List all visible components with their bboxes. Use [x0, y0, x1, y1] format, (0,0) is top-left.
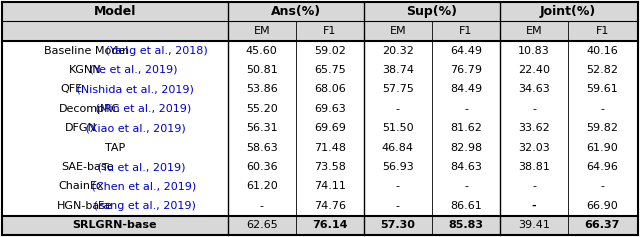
Text: 66.37: 66.37: [584, 220, 620, 230]
Text: -: -: [396, 104, 400, 114]
Text: -: -: [532, 182, 536, 191]
Text: ChainEx (Chen et al., 2019): ChainEx (Chen et al., 2019): [38, 182, 192, 191]
Text: 66.90: 66.90: [586, 201, 618, 211]
Text: 85.83: 85.83: [449, 220, 483, 230]
Text: (Min et al., 2019): (Min et al., 2019): [92, 104, 191, 114]
Text: -: -: [532, 104, 536, 114]
Text: F1: F1: [323, 26, 337, 36]
Text: Baseline Model: Baseline Model: [44, 46, 129, 55]
Text: (Ye et al., 2019): (Ye et al., 2019): [86, 65, 177, 75]
Text: 38.74: 38.74: [382, 65, 414, 75]
Text: 34.63: 34.63: [518, 84, 550, 94]
Text: 84.49: 84.49: [450, 84, 482, 94]
Text: KGNN (Ye et al., 2019): KGNN (Ye et al., 2019): [53, 65, 177, 75]
Text: DecompRC (Min et al., 2019): DecompRC (Min et al., 2019): [35, 104, 195, 114]
Text: DFGN: DFGN: [65, 123, 97, 133]
Text: Ans(%): Ans(%): [271, 5, 321, 18]
Text: Model: Model: [93, 5, 136, 18]
Text: 40.16: 40.16: [586, 46, 618, 55]
Text: 50.81: 50.81: [246, 65, 278, 75]
Text: 58.63: 58.63: [246, 143, 278, 153]
Text: 53.86: 53.86: [246, 84, 278, 94]
Text: 74.11: 74.11: [314, 182, 346, 191]
Text: 38.81: 38.81: [518, 162, 550, 172]
Text: -: -: [260, 201, 264, 211]
Text: 22.40: 22.40: [518, 65, 550, 75]
Text: 39.41: 39.41: [518, 220, 550, 230]
Text: 45.60: 45.60: [246, 46, 278, 55]
Text: (Yang et al., 2018): (Yang et al., 2018): [102, 46, 208, 55]
Text: -: -: [464, 182, 468, 191]
Text: QFE: QFE: [61, 84, 83, 94]
Text: ChainEx: ChainEx: [59, 182, 104, 191]
Text: 76.14: 76.14: [312, 220, 348, 230]
Bar: [2, 216, 638, 235]
Text: DFGN (Xiao et al., 2019): DFGN (Xiao et al., 2019): [47, 123, 182, 133]
Text: 55.20: 55.20: [246, 104, 278, 114]
Text: 60.36: 60.36: [246, 162, 278, 172]
Text: 59.82: 59.82: [586, 123, 618, 133]
Text: HGN-base (Fang et al., 2019): HGN-base (Fang et al., 2019): [34, 201, 196, 211]
Text: EM: EM: [253, 26, 270, 36]
Text: 69.63: 69.63: [314, 104, 346, 114]
Text: 74.76: 74.76: [314, 201, 346, 211]
Text: 76.79: 76.79: [450, 65, 482, 75]
Text: 68.06: 68.06: [314, 84, 346, 94]
Text: EM: EM: [390, 26, 406, 36]
Text: TAP: TAP: [105, 143, 125, 153]
Text: (Nishida et al., 2019): (Nishida et al., 2019): [74, 84, 194, 94]
Text: HGN-base: HGN-base: [57, 201, 113, 211]
Text: 56.31: 56.31: [246, 123, 278, 133]
Text: 86.61: 86.61: [450, 201, 482, 211]
Text: 10.83: 10.83: [518, 46, 550, 55]
Text: 64.49: 64.49: [450, 46, 482, 55]
Text: (Tu et al., 2019): (Tu et al., 2019): [94, 162, 186, 172]
Text: 59.61: 59.61: [586, 84, 618, 94]
Text: 46.84: 46.84: [382, 143, 414, 153]
Text: 57.30: 57.30: [380, 220, 415, 230]
Text: 33.62: 33.62: [518, 123, 550, 133]
Text: Joint(%): Joint(%): [540, 5, 596, 18]
Text: DecompRC: DecompRC: [59, 104, 120, 114]
Text: -: -: [600, 104, 604, 114]
Text: 20.32: 20.32: [382, 46, 414, 55]
Text: 32.03: 32.03: [518, 143, 550, 153]
Text: 65.75: 65.75: [314, 65, 346, 75]
Text: (Fang et al., 2019): (Fang et al., 2019): [90, 201, 196, 211]
Text: EM: EM: [525, 26, 542, 36]
Text: SRLGRN-base: SRLGRN-base: [73, 220, 157, 230]
Text: Sup(%): Sup(%): [406, 5, 458, 18]
Text: (Chen et al., 2019): (Chen et al., 2019): [88, 182, 196, 191]
Text: 69.69: 69.69: [314, 123, 346, 133]
Text: 61.90: 61.90: [586, 143, 618, 153]
Text: QFE (Nishida et al., 2019): QFE (Nishida et al., 2019): [44, 84, 186, 94]
Text: F1: F1: [595, 26, 609, 36]
Text: 71.48: 71.48: [314, 143, 346, 153]
Text: 59.02: 59.02: [314, 46, 346, 55]
Text: 82.98: 82.98: [450, 143, 482, 153]
Text: 52.82: 52.82: [586, 65, 618, 75]
Text: 61.20: 61.20: [246, 182, 278, 191]
Text: 64.96: 64.96: [586, 162, 618, 172]
Text: 51.50: 51.50: [382, 123, 413, 133]
Text: Baseline Model (Yang et al., 2018): Baseline Model (Yang et al., 2018): [20, 46, 210, 55]
Text: F1: F1: [460, 26, 473, 36]
Text: 57.75: 57.75: [382, 84, 414, 94]
Text: KGNN: KGNN: [69, 65, 102, 75]
Text: SAE-base (Tu et al., 2019): SAE-base (Tu et al., 2019): [43, 162, 187, 172]
Text: -: -: [600, 182, 604, 191]
Text: -: -: [532, 201, 536, 211]
Text: SAE-base: SAE-base: [61, 162, 113, 172]
Text: 73.58: 73.58: [314, 162, 346, 172]
Text: -: -: [464, 104, 468, 114]
Text: 62.65: 62.65: [246, 220, 278, 230]
Text: 81.62: 81.62: [450, 123, 482, 133]
Text: -: -: [396, 201, 400, 211]
Bar: [2, 2, 638, 41]
Text: (Xiao et al., 2019): (Xiao et al., 2019): [82, 123, 186, 133]
Text: 56.93: 56.93: [382, 162, 414, 172]
Text: 84.63: 84.63: [450, 162, 482, 172]
Text: -: -: [396, 182, 400, 191]
